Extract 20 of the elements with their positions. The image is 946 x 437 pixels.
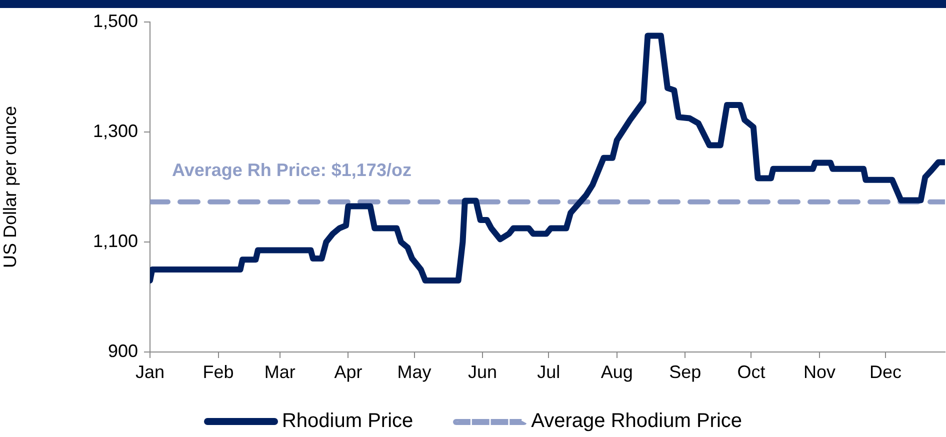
x-tick-label: Jan bbox=[135, 362, 165, 382]
y-axis-title: US Dollar per ounce bbox=[0, 106, 20, 268]
y-tick-label: 900 bbox=[108, 340, 138, 361]
legend-label: Average Rhodium Price bbox=[531, 410, 742, 433]
x-tick-label: Oct bbox=[737, 362, 766, 382]
x-tick-label: Mar bbox=[264, 362, 296, 382]
x-tick-label: May bbox=[397, 362, 432, 382]
y-tick-label: 1,500 bbox=[92, 10, 138, 31]
x-tick-label: Apr bbox=[334, 362, 362, 382]
x-tick-label: Nov bbox=[803, 362, 836, 382]
y-tick-label: 1,100 bbox=[92, 230, 138, 251]
x-tick-label: Aug bbox=[600, 362, 633, 382]
x-tick-label: Feb bbox=[202, 362, 234, 382]
legend-label: Rhodium Price bbox=[282, 410, 414, 433]
x-tick-label: Sep bbox=[669, 362, 702, 382]
annotation: Average Rh Price: $1,173/oz bbox=[172, 160, 412, 180]
y-tick-label: 1,300 bbox=[92, 120, 138, 141]
x-tick-label: Dec bbox=[870, 362, 902, 382]
x-tick-label: Jul bbox=[537, 362, 560, 382]
x-tick-label: Jun bbox=[468, 362, 498, 382]
